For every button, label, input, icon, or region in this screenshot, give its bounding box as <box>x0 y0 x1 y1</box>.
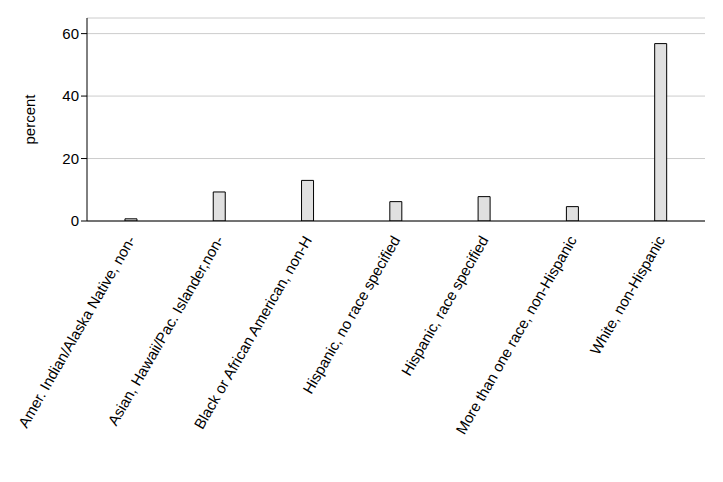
svg-text:0: 0 <box>71 212 79 229</box>
svg-text:Amer. Indian/Alaska Native, no: Amer. Indian/Alaska Native, non- <box>14 232 139 431</box>
svg-text:percent: percent <box>21 94 38 145</box>
svg-text:White, non-Hispanic: White, non-Hispanic <box>586 232 668 357</box>
svg-text:40: 40 <box>62 87 79 104</box>
svg-text:Black or African American, non: Black or African American, non-H <box>190 233 315 432</box>
svg-text:More than one race, non-Hispan: More than one race, non-Hispanic <box>452 232 580 437</box>
svg-text:60: 60 <box>62 25 79 42</box>
svg-text:Hispanic, no race specified: Hispanic, no race specified <box>299 233 403 397</box>
svg-text:Hispanic, race specified: Hispanic, race specified <box>398 233 492 379</box>
svg-text:20: 20 <box>62 150 79 167</box>
svg-text:Asian, Hawaii/Pac. Islander,no: Asian, Hawaii/Pac. Islander,non- <box>104 232 227 429</box>
